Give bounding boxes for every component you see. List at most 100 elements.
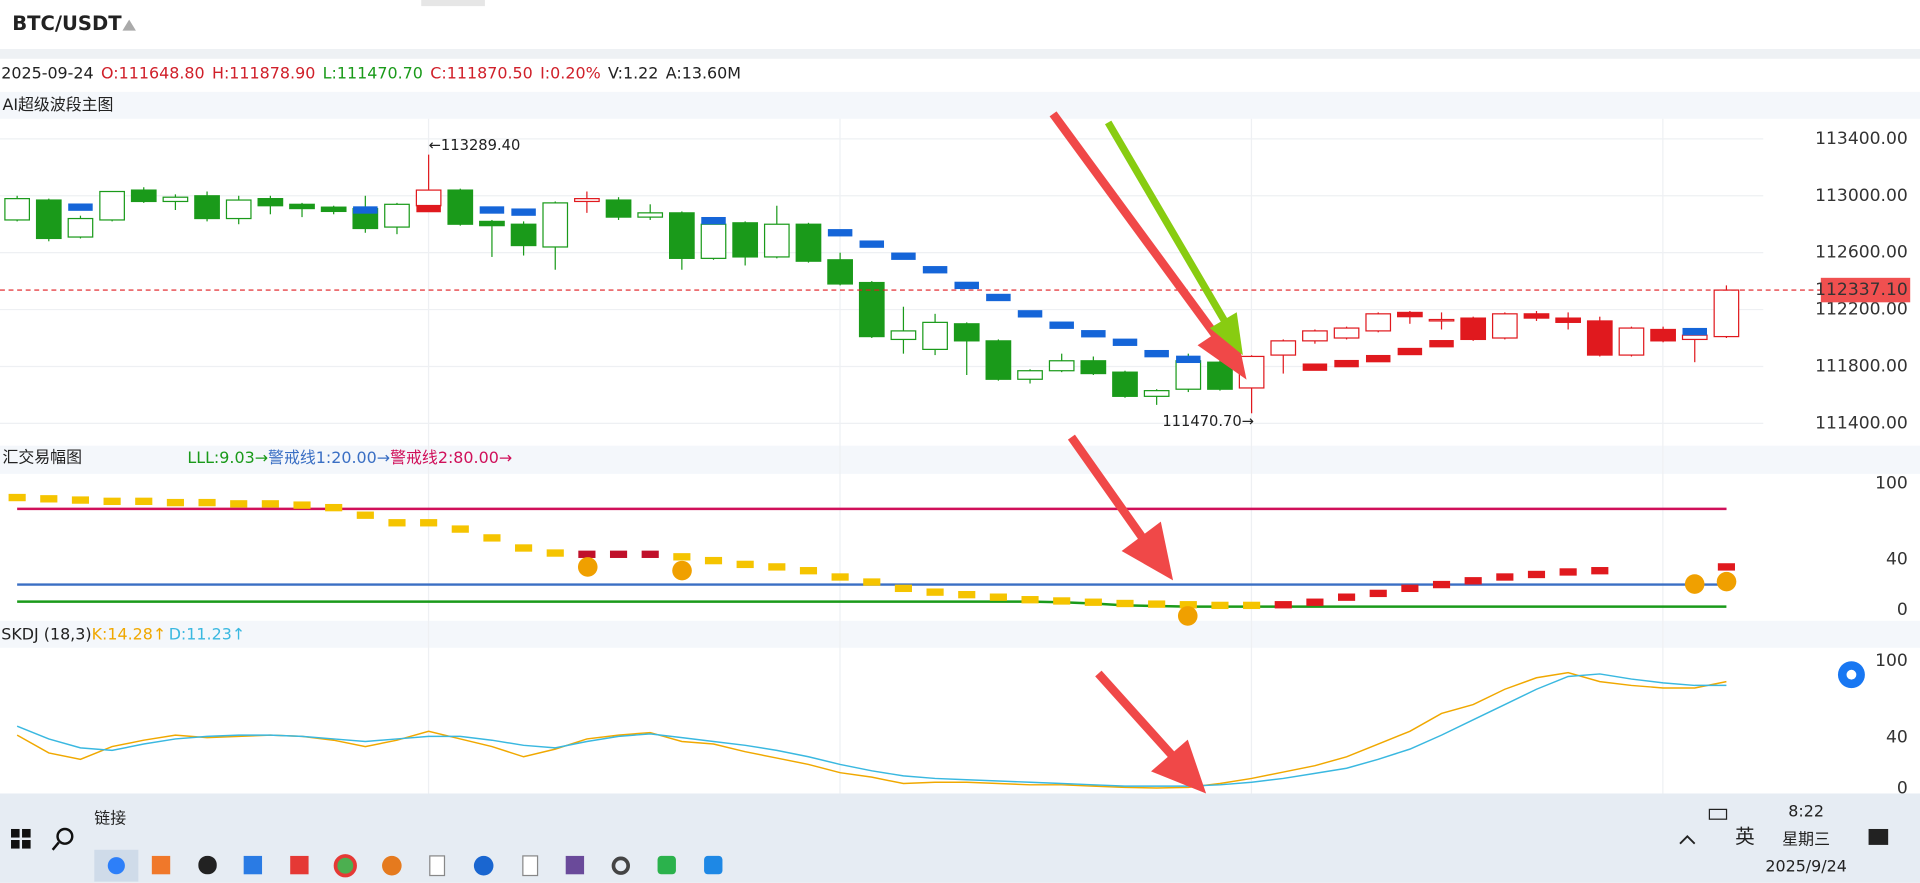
amplitude-dash [1211, 601, 1229, 610]
app-icon[interactable] [704, 855, 723, 875]
amplitude-dash [293, 501, 311, 509]
app-icon[interactable] [429, 855, 446, 877]
app-icon[interactable] [151, 855, 171, 875]
amplitude-dash [8, 493, 26, 502]
wave-marker [954, 281, 979, 290]
taskbar-links[interactable]: 链接 [94, 809, 126, 828]
faces [577, 557, 1737, 626]
candle-body [99, 190, 125, 221]
clock-time[interactable]: 8:22 [1788, 801, 1824, 820]
wave-marker [922, 266, 948, 274]
candle-body [415, 189, 442, 207]
arrow-head [1209, 312, 1243, 356]
amplitude-dash [546, 549, 564, 557]
app-icon[interactable] [382, 855, 402, 876]
start-icon [22, 840, 31, 849]
wave-marker [1302, 363, 1328, 371]
skdj-line [16, 673, 1727, 787]
candle-body [858, 281, 885, 338]
tray-chevron[interactable] [1679, 835, 1696, 845]
amplitude-dash [1306, 598, 1324, 606]
candle-body [1618, 327, 1645, 356]
arrow-head [1121, 521, 1174, 581]
app-icon[interactable] [473, 855, 494, 876]
notification-icon[interactable] [1868, 828, 1889, 845]
amplitude-dash [71, 496, 90, 504]
panel-legend: SKDJ (18,3)K:14.28↑ D:11.23↑ [1, 624, 245, 643]
start-icon [11, 828, 20, 838]
legend-line: 警戒线1:20.00→ [268, 447, 390, 466]
candle-body [1017, 370, 1043, 380]
candle-body [1397, 311, 1423, 318]
search-icon[interactable] [56, 827, 74, 845]
price-annotation: 111470.70→ [1162, 413, 1254, 430]
candle-body [67, 217, 94, 238]
candle-body [194, 195, 220, 220]
app-icon[interactable] [565, 855, 585, 875]
candle-body [668, 212, 695, 259]
start-button[interactable] [11, 828, 31, 849]
app-icon[interactable] [243, 855, 263, 875]
app-icon[interactable] [333, 854, 357, 878]
candle-body [795, 223, 822, 262]
amplitude-dash [1148, 600, 1166, 608]
search-icon [51, 841, 60, 851]
candle-body [542, 202, 569, 248]
arrows [1049, 111, 1247, 794]
amplitude-dash [609, 550, 628, 558]
wave-marker [68, 203, 93, 211]
app-icon[interactable] [522, 855, 539, 877]
wave-marker [1144, 349, 1169, 358]
candle-body [1365, 313, 1392, 332]
amplitude-dash [261, 500, 279, 508]
candle-body [447, 189, 474, 225]
candle-body [1428, 318, 1455, 322]
clock-date[interactable]: 2025/9/24 [1765, 856, 1847, 875]
amplitude-dash [1464, 577, 1482, 585]
candle-body [700, 223, 727, 259]
wave-marker [1429, 340, 1454, 348]
clock-weekday[interactable]: 星期三 [1782, 830, 1830, 849]
amplitude-dash [768, 563, 786, 571]
amplitude-dash [230, 500, 248, 508]
arrow [1104, 120, 1228, 323]
amplitude-dash [1432, 580, 1451, 589]
ime-indicator[interactable]: 英 [1735, 825, 1755, 848]
symbol[interactable]: BTC/USDT [12, 12, 122, 35]
panel-title: AI超级波段主图 [2, 95, 113, 114]
candle-body [1681, 334, 1708, 341]
candle-body [732, 222, 759, 258]
wave-marker [827, 229, 853, 237]
y-tick-label: 111800.00 [1815, 356, 1908, 376]
info-close: C:111870.50 [430, 63, 532, 82]
candle-body [605, 199, 632, 218]
amplitude-dash [1084, 598, 1102, 606]
candle-body [4, 198, 31, 221]
panel-title: SKDJ (18,3) [1, 624, 91, 643]
y-tick-label: 0 [1897, 779, 1908, 799]
emoji [672, 560, 692, 581]
symbol-caret[interactable] [122, 19, 136, 31]
y-tick-label: 40 [1886, 549, 1908, 569]
app-icon[interactable] [107, 857, 125, 875]
app-icon[interactable] [611, 856, 631, 875]
arrow [1049, 111, 1222, 342]
start-icon [22, 828, 31, 838]
wave-marker [1112, 338, 1138, 346]
candle-body [479, 220, 505, 227]
app-icon[interactable] [198, 855, 217, 875]
candle-body [257, 198, 284, 207]
wave-marker [353, 206, 378, 214]
candle-body [1491, 313, 1518, 339]
y-tick-label: 111400.00 [1815, 413, 1908, 433]
amplitude-dash [356, 511, 374, 519]
amplitude-dash [831, 573, 849, 581]
app-icon[interactable] [290, 855, 309, 875]
legend-d: D:11.23↑ [169, 624, 245, 643]
app-icon[interactable] [657, 855, 676, 875]
battery-icon[interactable] [1708, 808, 1728, 820]
